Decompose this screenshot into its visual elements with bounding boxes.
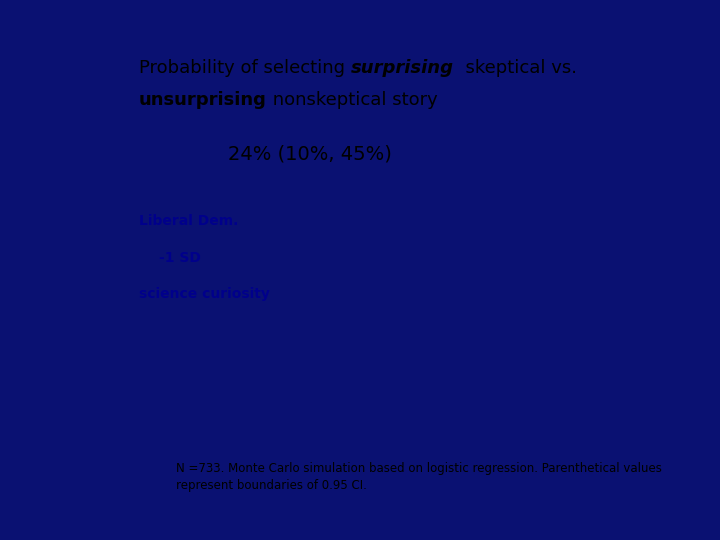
Text: Liberal Dem.: Liberal Dem. <box>139 214 238 228</box>
Text: 24% (10%, 45%): 24% (10%, 45%) <box>228 145 392 164</box>
Text: surprising: surprising <box>351 59 454 77</box>
Text: Probability of selecting: Probability of selecting <box>139 59 351 77</box>
Text: nonskeptical story: nonskeptical story <box>267 91 438 109</box>
Text: unsurprising: unsurprising <box>139 91 267 109</box>
Text: skeptical vs.: skeptical vs. <box>454 59 577 77</box>
Text: -1 SD: -1 SD <box>159 251 201 265</box>
Text: N =733. Monte Carlo simulation based on logistic regression. Parenthetical value: N =733. Monte Carlo simulation based on … <box>176 462 662 492</box>
Text: science curiosity: science curiosity <box>139 287 270 301</box>
